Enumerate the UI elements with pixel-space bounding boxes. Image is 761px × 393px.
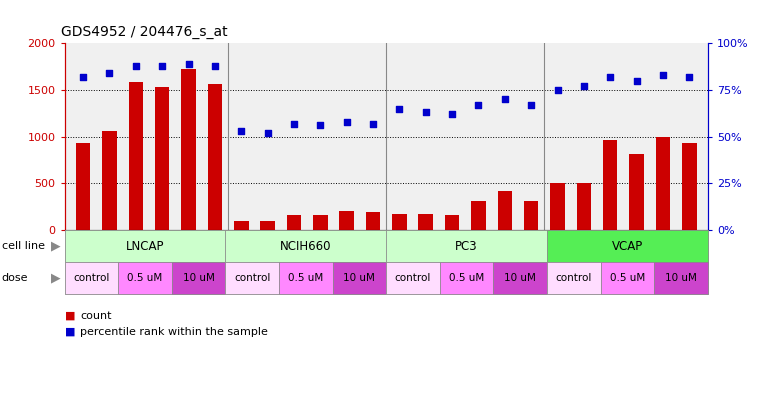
Bar (392, 213, 406, 230)
Point (578, 83, 590, 89)
Text: LNCAP: LNCAP (126, 239, 164, 253)
Point (288, 120, 300, 127)
Bar (181, 69, 196, 230)
Bar (287, 215, 301, 230)
Text: 0.5 uM: 0.5 uM (610, 273, 645, 283)
Bar (603, 140, 617, 230)
Text: 10 uM: 10 uM (343, 273, 375, 283)
Bar (419, 213, 433, 230)
Text: 0.5 uM: 0.5 uM (449, 273, 484, 283)
Point (552, 87, 564, 93)
Text: GDS4952 / 204476_s_at: GDS4952 / 204476_s_at (62, 26, 228, 39)
Point (341, 119, 353, 125)
Bar (471, 201, 486, 230)
Point (498, 96, 511, 102)
Text: 0.5 uM: 0.5 uM (288, 273, 323, 283)
Point (209, 62, 221, 69)
Point (103, 70, 116, 76)
Point (446, 111, 458, 117)
Bar (577, 183, 591, 230)
Text: count: count (80, 311, 111, 321)
Text: 10 uM: 10 uM (183, 273, 215, 283)
Point (314, 122, 326, 129)
Point (393, 105, 406, 112)
Text: percentile rank within the sample: percentile rank within the sample (80, 327, 268, 337)
Text: 0.5 uM: 0.5 uM (127, 273, 163, 283)
Bar (629, 154, 644, 230)
Point (683, 74, 696, 80)
Bar (445, 215, 460, 230)
Point (77, 74, 89, 80)
Point (367, 120, 379, 127)
Bar (524, 201, 538, 230)
Point (473, 102, 485, 108)
Point (657, 72, 669, 78)
Bar (339, 211, 354, 230)
Text: cell line: cell line (2, 241, 45, 251)
Text: control: control (556, 273, 592, 283)
Text: VCAP: VCAP (612, 239, 643, 253)
Text: ■: ■ (65, 311, 75, 321)
Text: control: control (73, 273, 110, 283)
Bar (682, 143, 696, 230)
Text: 10 uM: 10 uM (505, 273, 536, 283)
Bar (498, 191, 512, 230)
Bar (234, 220, 249, 230)
Bar (313, 215, 327, 230)
Bar (260, 220, 275, 230)
Text: dose: dose (2, 273, 28, 283)
Text: NCIH660: NCIH660 (280, 239, 332, 253)
Text: control: control (234, 273, 270, 283)
Point (419, 109, 431, 116)
Bar (208, 84, 222, 230)
Point (262, 130, 274, 136)
Bar (550, 183, 565, 230)
Point (156, 62, 168, 69)
Point (525, 102, 537, 108)
Point (183, 61, 195, 67)
Text: ▶: ▶ (51, 272, 61, 285)
Point (630, 77, 642, 84)
Bar (155, 87, 170, 230)
Text: ▶: ▶ (51, 239, 61, 253)
Point (130, 62, 142, 69)
Point (235, 128, 247, 134)
Text: 10 uM: 10 uM (665, 273, 697, 283)
Point (604, 74, 616, 80)
Bar (366, 212, 380, 230)
Bar (129, 83, 143, 230)
Text: PC3: PC3 (455, 239, 478, 253)
Bar (76, 143, 91, 230)
Text: control: control (395, 273, 431, 283)
Text: ■: ■ (65, 327, 75, 337)
Bar (102, 131, 116, 230)
Bar (656, 136, 670, 230)
